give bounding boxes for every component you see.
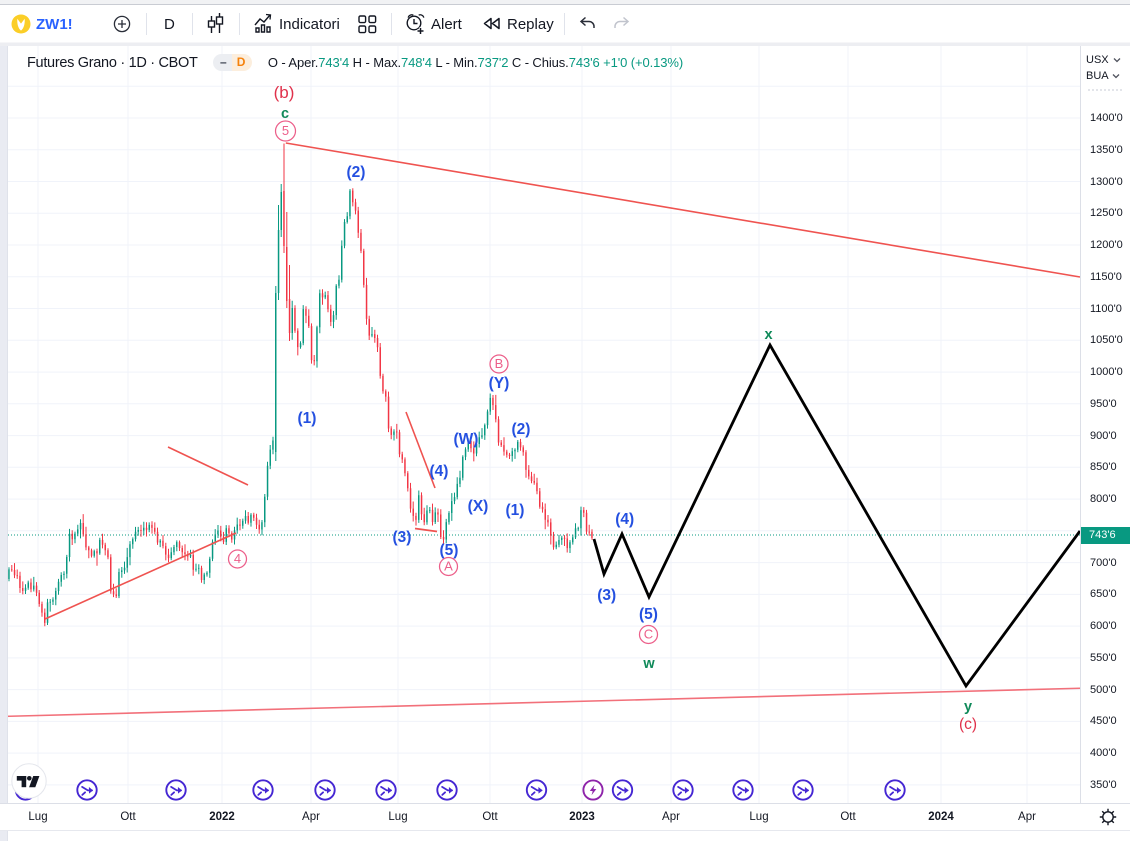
svg-text:(b): (b) [274,83,295,102]
svg-text:(X): (X) [468,498,489,515]
svg-text:(2): (2) [347,164,366,181]
svg-text:4: 4 [234,551,241,566]
svg-text:B: B [495,356,504,371]
svg-text:Alert: Alert [431,16,463,33]
svg-text:(3): (3) [597,587,616,604]
svg-text:A: A [444,559,453,574]
svg-text:5: 5 [282,123,289,138]
svg-text:(5): (5) [440,542,459,559]
svg-text:(c): (c) [959,716,977,733]
svg-text:(1): (1) [506,502,525,519]
svg-text:Replay: Replay [507,16,554,33]
svg-text:Indicatori: Indicatori [279,16,340,33]
svg-text:(1): (1) [298,410,317,427]
svg-text:(5): (5) [639,606,658,623]
svg-text:x: x [764,327,772,343]
svg-text:y: y [964,699,972,715]
svg-text:w: w [642,656,655,672]
svg-text:(4): (4) [430,463,449,480]
svg-text:C: C [644,627,653,642]
svg-text:(Y): (Y) [489,375,510,392]
svg-text:ZW1!: ZW1! [36,16,73,33]
svg-text:(4): (4) [615,511,634,528]
svg-text:D: D [164,16,175,33]
svg-text:(3): (3) [393,529,412,546]
svg-text:(2): (2) [512,421,531,438]
svg-text:(W): (W) [454,431,479,448]
svg-text:c: c [281,106,289,122]
